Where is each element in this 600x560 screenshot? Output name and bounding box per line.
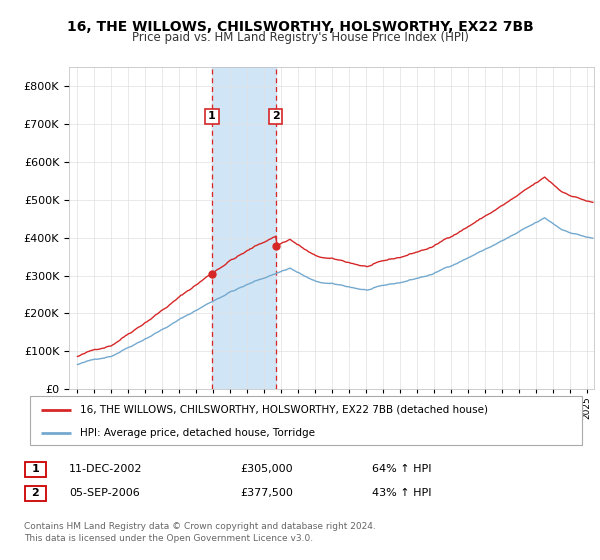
Text: 16, THE WILLOWS, CHILSWORTHY, HOLSWORTHY, EX22 7BB (detached house): 16, THE WILLOWS, CHILSWORTHY, HOLSWORTHY… <box>80 405 488 415</box>
Bar <box>212 67 276 389</box>
Text: 11-DEC-2002: 11-DEC-2002 <box>69 464 143 474</box>
Text: Contains HM Land Registry data © Crown copyright and database right 2024.
This d: Contains HM Land Registry data © Crown c… <box>24 522 376 543</box>
Text: £305,000: £305,000 <box>240 464 293 474</box>
FancyBboxPatch shape <box>25 486 46 501</box>
Text: 64% ↑ HPI: 64% ↑ HPI <box>372 464 431 474</box>
FancyBboxPatch shape <box>30 396 582 445</box>
Text: £377,500: £377,500 <box>240 488 293 498</box>
Text: 1: 1 <box>32 464 39 474</box>
Text: 16, THE WILLOWS, CHILSWORTHY, HOLSWORTHY, EX22 7BB: 16, THE WILLOWS, CHILSWORTHY, HOLSWORTHY… <box>67 20 533 34</box>
Text: 2: 2 <box>272 111 280 122</box>
Text: Price paid vs. HM Land Registry's House Price Index (HPI): Price paid vs. HM Land Registry's House … <box>131 31 469 44</box>
Text: 2: 2 <box>32 488 39 498</box>
Text: 43% ↑ HPI: 43% ↑ HPI <box>372 488 431 498</box>
Text: HPI: Average price, detached house, Torridge: HPI: Average price, detached house, Torr… <box>80 428 314 438</box>
Text: 1: 1 <box>208 111 216 122</box>
FancyBboxPatch shape <box>25 461 46 477</box>
Text: 05-SEP-2006: 05-SEP-2006 <box>69 488 140 498</box>
